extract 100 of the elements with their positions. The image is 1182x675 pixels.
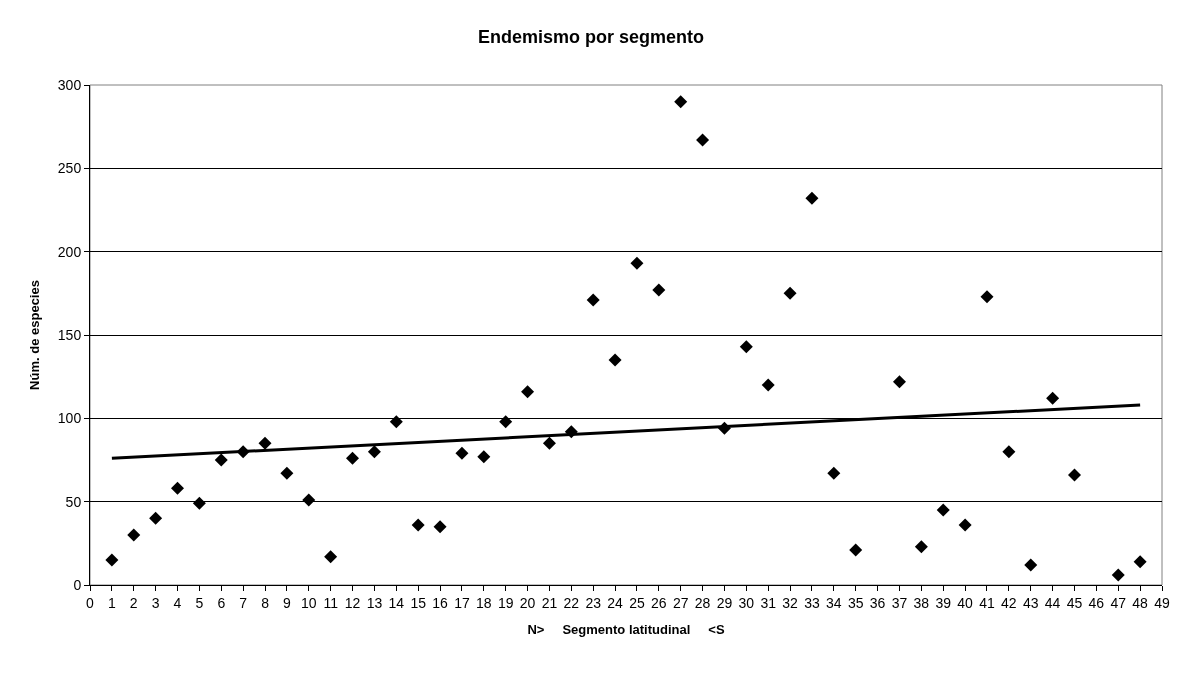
y-tick-label: 150 (57, 326, 82, 343)
x-tick-label: 21 (541, 594, 558, 611)
point (739, 340, 753, 354)
y-tick-label: 300 (57, 76, 82, 93)
point (346, 451, 360, 465)
point (542, 436, 556, 450)
x-tick-label: 33 (804, 594, 820, 611)
x-tick-label: 32 (782, 594, 799, 611)
x-tick-label: 1 (107, 594, 116, 611)
point (1111, 568, 1125, 582)
point (958, 518, 972, 532)
point (389, 415, 403, 429)
x-tick-label: 0 (86, 594, 95, 611)
point (258, 436, 272, 450)
y-tick-label: 250 (57, 160, 82, 177)
x-tick-label: 44 (1044, 594, 1061, 611)
x-tick-label: 41 (979, 594, 995, 611)
x-tick-label: 46 (1088, 594, 1105, 611)
x-tick-label: 48 (1132, 594, 1149, 611)
point (783, 286, 797, 300)
x-tick-label: 18 (476, 594, 492, 611)
x-tick-label: 13 (366, 594, 383, 611)
x-tick-label: 34 (826, 594, 842, 611)
point (892, 375, 906, 389)
point (761, 378, 775, 392)
chart-title: Endemismo por segmento (477, 26, 705, 47)
point (105, 553, 119, 567)
point (805, 191, 819, 205)
point (827, 466, 841, 480)
x-tick-label: 47 (1110, 594, 1127, 611)
point (652, 283, 666, 297)
x-tick-label: 20 (519, 594, 536, 611)
x-tick-label: 45 (1066, 594, 1083, 611)
y-tick-label: 200 (57, 243, 82, 260)
point (214, 453, 228, 467)
x-tick-label: 7 (239, 594, 248, 611)
point (914, 540, 928, 554)
x-tick-label: 10 (300, 594, 317, 611)
point (630, 256, 644, 270)
x-tick-label: 42 (1001, 594, 1017, 611)
point (280, 466, 294, 480)
point (411, 518, 425, 532)
x-tick-label: 38 (913, 594, 930, 611)
x-tick-label: 39 (935, 594, 952, 611)
x-tick-label: 6 (217, 594, 226, 611)
x-tick-label: 29 (716, 594, 733, 611)
point (608, 353, 622, 367)
point (980, 290, 994, 304)
x-tick-label: 9 (283, 594, 291, 611)
y-tick-label: 100 (57, 410, 82, 427)
point (499, 415, 513, 429)
x-tick-label: 4 (173, 594, 182, 611)
x-tick-label: 19 (497, 594, 514, 611)
x-tick-label: 36 (869, 594, 886, 611)
point (1046, 391, 1060, 405)
point (674, 95, 688, 109)
x-tick-label: 14 (388, 594, 405, 611)
point (696, 133, 710, 147)
point (936, 503, 950, 517)
x-tick-label: 26 (651, 594, 667, 611)
x-tick-label: 12 (344, 594, 361, 611)
y-tick-label: 50 (65, 493, 82, 510)
x-tick-label: 16 (432, 594, 449, 611)
point (302, 493, 316, 507)
point (521, 385, 535, 399)
point (1067, 468, 1081, 482)
x-tick-label: 8 (261, 594, 270, 611)
point (1024, 558, 1038, 572)
point (192, 496, 206, 510)
y-tick-label: 0 (73, 576, 82, 593)
point (477, 450, 491, 464)
y-axis-title: Núm. de especies (26, 280, 42, 390)
x-tick-label: 15 (410, 594, 427, 611)
x-tick-label: 25 (629, 594, 645, 611)
x-tick-label: 30 (738, 594, 755, 611)
point (149, 511, 163, 525)
point (1002, 445, 1016, 459)
point (127, 528, 141, 542)
x-tick-label: 27 (672, 594, 689, 611)
point (433, 520, 447, 534)
point (849, 543, 863, 557)
x-tick-label: 3 (151, 594, 160, 611)
x-tick-label: 43 (1022, 594, 1039, 611)
x-tick-label: 23 (585, 594, 602, 611)
x-tick-label: 11 (323, 594, 339, 611)
x-tick-label: 17 (454, 594, 470, 611)
x-tick-label: 5 (195, 594, 204, 611)
x-tick-label: 31 (760, 594, 777, 611)
x-tick-label: 28 (694, 594, 711, 611)
point (1133, 555, 1147, 569)
x-tick-label: 22 (563, 594, 580, 611)
point (171, 481, 185, 495)
point (455, 446, 469, 460)
x-tick-label: 40 (957, 594, 974, 611)
x-tick-label: 2 (129, 594, 138, 611)
point (586, 293, 600, 307)
x-tick-label: 49 (1154, 594, 1170, 611)
x-axis-title: N> Segmento latitudinal <S (527, 622, 725, 638)
point (367, 445, 381, 459)
x-tick-label: 35 (847, 594, 864, 611)
